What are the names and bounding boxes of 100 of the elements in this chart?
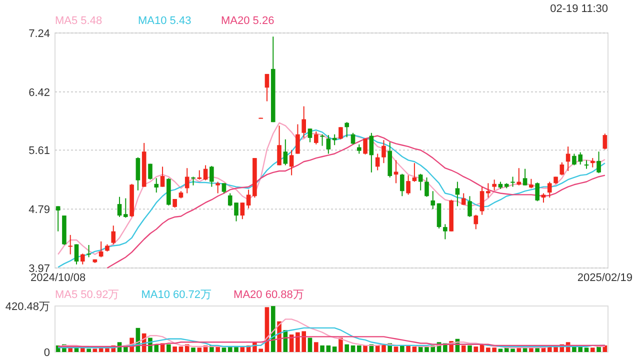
candlestick: [424, 176, 429, 198]
candlestick: [522, 168, 528, 186]
text: MA10 60.72万: [141, 289, 212, 301]
candlestick: [264, 73, 270, 102]
x-tick-label: 2025/02/19: [577, 272, 632, 284]
candlestick: [314, 130, 318, 145]
y-tick-label: 4.79: [28, 204, 50, 216]
candlestick: [277, 125, 282, 166]
bar: [216, 346, 220, 352]
candlestick: [436, 202, 442, 229]
candlestick: [357, 144, 362, 154]
candlestick: [474, 214, 478, 230]
candlestick: [529, 178, 534, 189]
candlestick: [468, 196, 472, 218]
bar: [412, 346, 417, 352]
candlestick: [117, 196, 122, 218]
text: MA10 5.43: [138, 15, 192, 27]
bar: [308, 338, 312, 352]
bar: [382, 344, 386, 352]
bar: [400, 345, 404, 352]
text: MA20 60.88万: [234, 289, 304, 301]
bar: [172, 346, 177, 352]
y-tick-label: 3.97: [28, 263, 50, 275]
candlestick: [240, 202, 245, 220]
bar: [474, 346, 478, 352]
candlestick: [535, 182, 540, 202]
y-tick-label: 420.48万: [5, 301, 50, 313]
bar: [270, 306, 276, 352]
candlestick: [289, 150, 294, 176]
candlestick: [56, 206, 60, 232]
candlestick: [320, 134, 324, 146]
candlestick: [80, 253, 85, 265]
text: MA5 5.48: [55, 15, 102, 27]
candlestick: [480, 186, 484, 216]
bar: [332, 346, 337, 352]
bar: [178, 346, 184, 352]
candlestick: [308, 128, 312, 143]
bar: [166, 344, 171, 352]
candlestick: [602, 133, 608, 150]
candlestick: [510, 176, 515, 188]
candlestick: [418, 173, 423, 191]
candlestick: [492, 179, 496, 191]
candlestick: [111, 225, 116, 245]
y-tick-label: 5.61: [28, 145, 50, 158]
candlestick: [547, 181, 552, 198]
x-tick-label: 2024/10/08: [30, 272, 86, 284]
y-tick-label: 7.24: [28, 28, 50, 40]
line-series: [57, 336, 606, 348]
bar: [350, 345, 356, 352]
bar: [498, 348, 503, 352]
candlestick: [68, 234, 73, 255]
bar: [344, 344, 350, 352]
candlestick: [443, 224, 448, 240]
bar: [320, 345, 324, 352]
candlestick: [338, 126, 343, 140]
candlestick: [98, 240, 104, 258]
candlestick: [74, 244, 79, 265]
candlestick: [584, 160, 589, 170]
candlestick: [455, 181, 460, 207]
candlestick: [363, 138, 368, 155]
candlestick: [486, 182, 490, 198]
candlestick: [160, 166, 165, 188]
candlestick: [203, 164, 208, 181]
candlestick: [406, 174, 410, 196]
candlestick: [197, 170, 202, 180]
bar: [584, 348, 589, 352]
candlestick: [394, 160, 398, 184]
bar: [222, 348, 226, 352]
candlestick: [246, 189, 251, 209]
bar: [363, 345, 368, 352]
candlestick: [216, 181, 220, 194]
candlestick: [560, 162, 564, 176]
candlestick: [296, 124, 300, 154]
candlestick: [344, 122, 350, 138]
y-tick-label: 6.42: [28, 86, 50, 99]
y-tick-label: 0: [44, 347, 50, 359]
candlestick: [283, 138, 288, 166]
candlestick: [222, 182, 226, 194]
candlestick: [154, 178, 159, 194]
candlestick: [541, 192, 546, 204]
bar: [357, 345, 362, 352]
bar: [326, 345, 331, 352]
candlestick: [590, 158, 595, 168]
bar: [461, 345, 466, 352]
candlestick: [382, 140, 386, 164]
text: 02-19 11:30: [550, 3, 608, 15]
bar: [191, 348, 196, 352]
text: MA5 50.92万: [55, 289, 120, 301]
bar: [394, 346, 398, 352]
candlestick: [461, 192, 466, 206]
candlestick: [210, 165, 214, 188]
bar: [468, 345, 472, 352]
candlestick: [86, 244, 91, 258]
bar: [314, 342, 318, 352]
bar: [406, 345, 410, 352]
candlestick: [191, 176, 196, 186]
candlestick: [184, 168, 190, 194]
candlestick: [326, 134, 331, 154]
candlestick: [400, 173, 404, 197]
text: MA20 5.26: [221, 15, 274, 27]
